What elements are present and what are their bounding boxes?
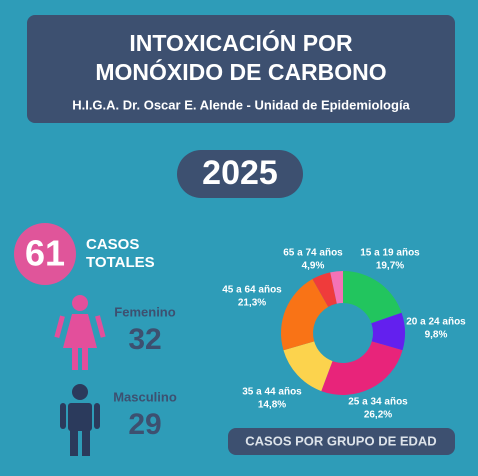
chart-title: CASOS POR GRUPO DE EDAD: [245, 433, 436, 448]
segment-label: 35 a 44 años: [242, 387, 302, 398]
segment-value: 19,7%: [376, 261, 404, 272]
segment-value: 9,8%: [425, 330, 448, 341]
donut-segment: [371, 312, 405, 351]
title: MONÓXIDO DE CARBONO: [95, 58, 386, 85]
segment-label: 45 a 64 años: [222, 285, 282, 296]
total-label: TOTALES: [86, 254, 155, 271]
donut-segment: [343, 271, 402, 324]
segment-value: 21,3%: [238, 298, 266, 309]
segment-label: 25 a 34 años: [348, 397, 408, 408]
donut-segment: [330, 271, 343, 304]
segment-label: 65 a 74 años: [283, 248, 343, 259]
segment-value: 4,9%: [302, 261, 325, 272]
title: INTOXICACIÓN POR: [129, 29, 353, 56]
segment-label: 20 a 24 años: [406, 317, 466, 328]
female-icon: [54, 295, 106, 370]
sex-label: Femenino: [114, 304, 175, 319]
segment-label: 15 a 19 años: [360, 248, 420, 259]
donut-segment: [283, 341, 333, 392]
segment-value: 26,2%: [364, 410, 392, 421]
male-icon: [60, 384, 100, 456]
year: 2025: [202, 154, 278, 192]
total-label: CASOS: [86, 236, 139, 253]
subtitle: H.I.G.A. Dr. Oscar E. Alende - Unidad de…: [72, 97, 410, 112]
caption-pill: [228, 428, 455, 455]
sex-label: Masculino: [113, 389, 177, 404]
segment-value: 14,8%: [258, 400, 286, 411]
donut-segment: [312, 272, 337, 307]
header-box: [27, 15, 455, 123]
year-pill: [177, 150, 303, 198]
total-circle: [14, 223, 76, 285]
total-count: 61: [25, 233, 65, 274]
donut-segment: [280, 279, 329, 351]
sex-count: 32: [128, 323, 161, 356]
sex-count: 29: [128, 408, 161, 441]
donut-segment: [321, 341, 403, 395]
